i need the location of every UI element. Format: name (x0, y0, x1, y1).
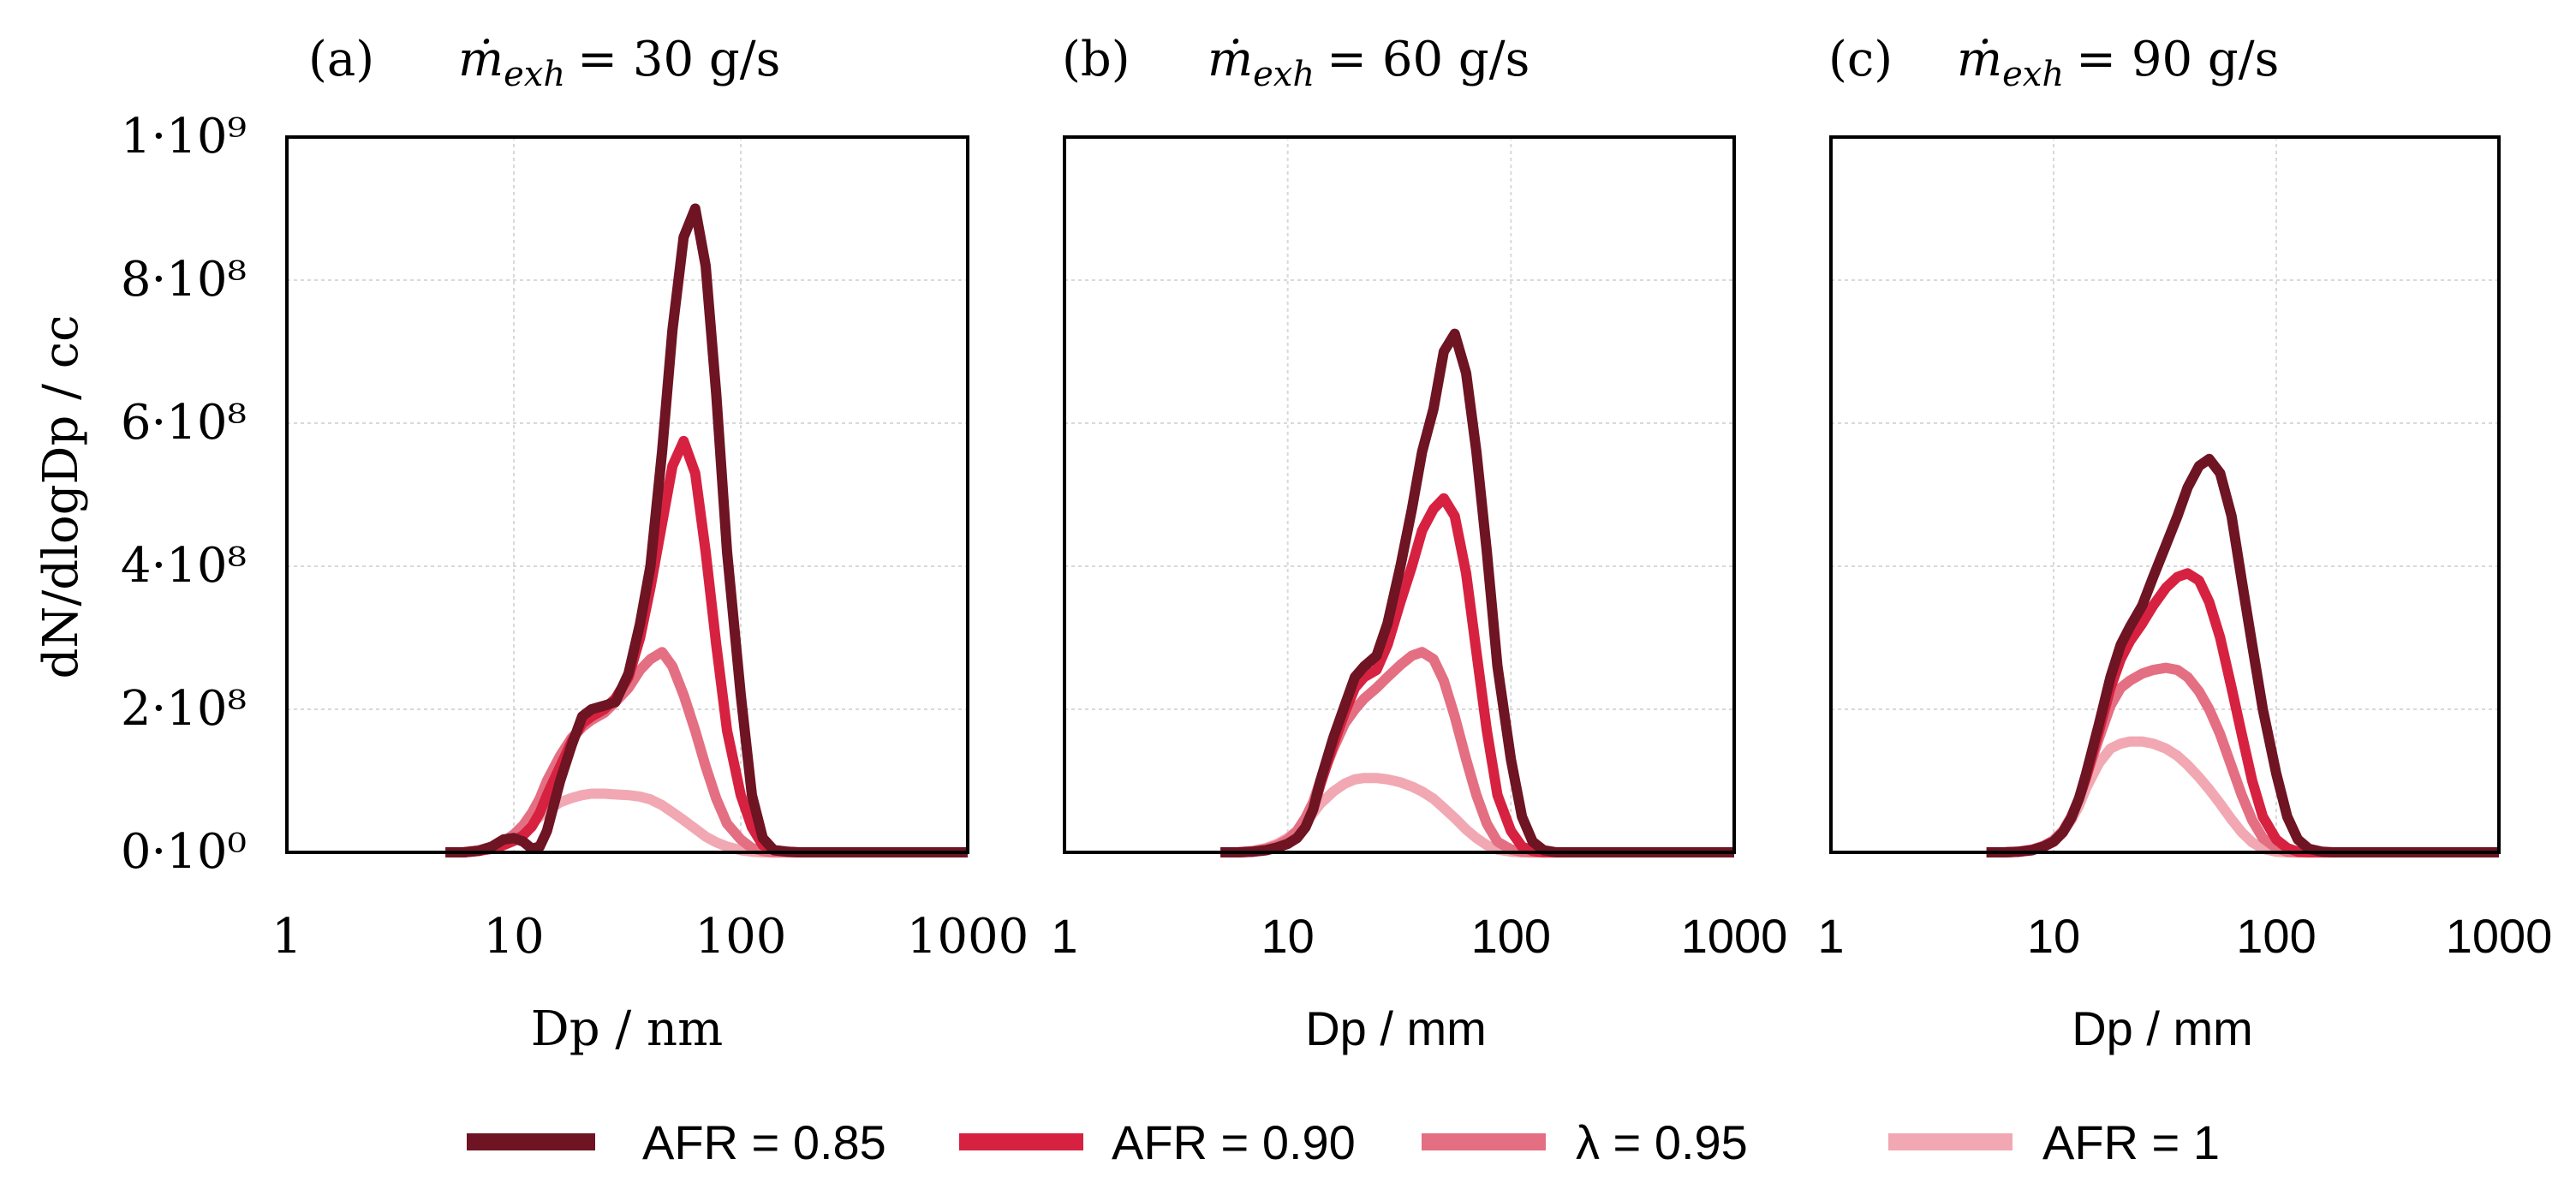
x-axis-label: Dp / mm (1305, 1001, 1487, 1055)
gridlines (1831, 137, 2499, 852)
panel-title: ṁexh = 90 g/s (1957, 32, 2279, 94)
panel-a: (a) ṁexh = 30 g/s Dp / nm 1 10 100 1000 0·10⁰… (121, 32, 1029, 1057)
y-tick-label: 2·10⁸ (121, 681, 247, 737)
y-tick-label: 0·10⁰ (121, 824, 247, 880)
panel-c: (c) ṁexh = 90 g/s Dp / mm 1 10 100 1000 (1817, 32, 2552, 1055)
x-tick-label: 1000 (2446, 909, 2553, 963)
y-tick-label: 8·10⁸ (121, 252, 247, 308)
x-axis-label: Dp / mm (2072, 1001, 2253, 1055)
panel-title-value: = 60 g/s (1327, 32, 1530, 87)
legend-label: AFR = 0.90 (1112, 1115, 1356, 1169)
x-tick-label: 1 (271, 909, 302, 965)
legend-label: AFR = 0.85 (642, 1115, 886, 1169)
plot-frame (1829, 135, 2501, 854)
x-tick-label: 1 (1051, 909, 1077, 963)
x-tick-label: 100 (695, 909, 787, 965)
x-tick-label: 100 (2236, 909, 2316, 963)
plot-frame (285, 135, 969, 854)
panel-title-subscript: exh (2002, 55, 2064, 94)
panel-title-symbol: ṁ (1208, 32, 1253, 87)
legend: AFR = 0.85 AFR = 0.90 λ = 0.95 AFR = 1 (467, 1115, 2220, 1169)
panel-title-subscript: exh (1253, 55, 1315, 94)
x-tick-label: 1 (1817, 909, 1844, 963)
gridlines (287, 137, 968, 852)
x-tick-label: 10 (1261, 909, 1315, 963)
y-tick-label: 1·10⁹ (121, 109, 247, 164)
panel-title-symbol: ṁ (1957, 32, 2002, 87)
panel-title-symbol: ṁ (458, 32, 504, 87)
panel-title-value: = 90 g/s (2076, 32, 2279, 87)
panel-label: (c) (1828, 32, 1893, 87)
y-axis-label: dN/dlogDp / cc (33, 315, 89, 679)
panel-title-subscript: exh (504, 55, 565, 94)
legend-label: λ = 0.95 (1576, 1115, 1748, 1169)
x-tick-label: 1000 (907, 909, 1029, 965)
gridlines (1064, 137, 1734, 852)
panel-label: (b) (1062, 32, 1130, 87)
panel-b: (b) ṁexh = 60 g/s Dp / mm 1 10 100 1000 (1051, 32, 1787, 1055)
panel-title-value: = 30 g/s (577, 32, 780, 87)
panel-title: ṁexh = 30 g/s (458, 32, 780, 94)
legend-label: AFR = 1 (2042, 1115, 2220, 1169)
x-tick-label: 10 (2027, 909, 2080, 963)
x-tick-label: 1000 (1681, 909, 1788, 963)
panel-label: (a) (308, 32, 374, 87)
panel-title: ṁexh = 60 g/s (1208, 32, 1530, 94)
plot-frame (1063, 135, 1736, 854)
x-tick-label: 10 (483, 909, 544, 965)
x-axis-label: Dp / nm (531, 1001, 723, 1057)
y-tick-label: 6·10⁸ (121, 395, 247, 451)
y-tick-label: 4·10⁸ (121, 538, 247, 594)
x-tick-label: 100 (1471, 909, 1551, 963)
